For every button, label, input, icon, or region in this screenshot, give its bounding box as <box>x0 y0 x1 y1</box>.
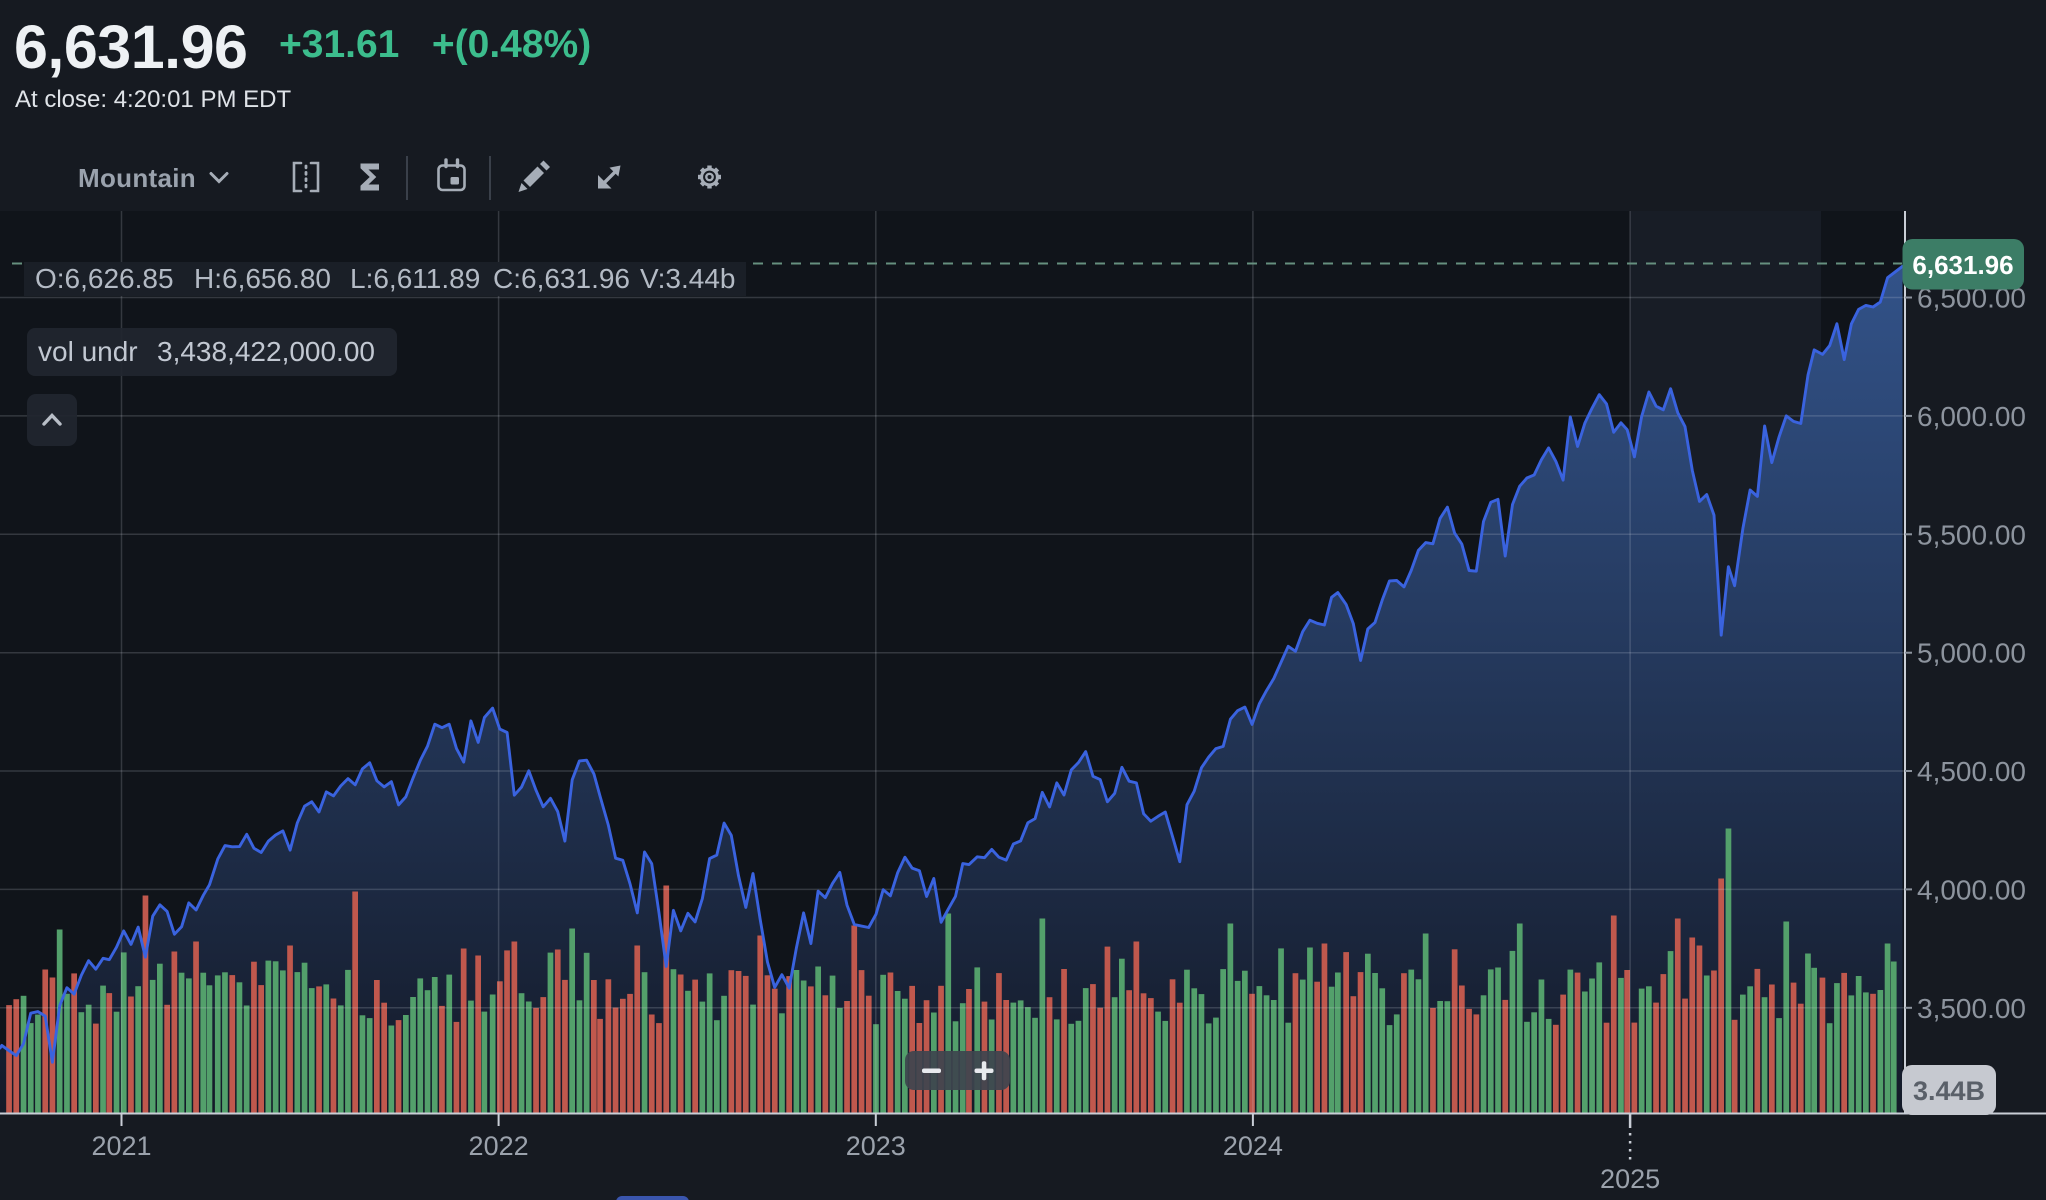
svg-text:3,438,422,000.00: 3,438,422,000.00 <box>157 336 375 367</box>
svg-text:+31.61 +(0.48%): +31.61 +(0.48%) <box>279 23 591 66</box>
svg-text:3.44B: 3.44B <box>1913 1076 1985 1106</box>
svg-text:4,500.00: 4,500.00 <box>1917 756 2026 787</box>
svg-text:3,500.00: 3,500.00 <box>1917 993 2026 1024</box>
svg-text:H:6,656.80: H:6,656.80 <box>194 263 331 294</box>
svg-text:At close: 4:20:01 PM EDT: At close: 4:20:01 PM EDT <box>15 86 291 113</box>
svg-text:vol undr: vol undr <box>38 336 138 367</box>
svg-text:2021: 2021 <box>91 1131 151 1161</box>
svg-text:V:3.44b: V:3.44b <box>640 263 735 294</box>
svg-text:2022: 2022 <box>469 1131 529 1161</box>
svg-text:2025: 2025 <box>1600 1164 1660 1194</box>
svg-text:6,000.00: 6,000.00 <box>1917 401 2026 432</box>
svg-text:Mountain: Mountain <box>78 163 196 193</box>
svg-text:6,631.96: 6,631.96 <box>1912 250 2013 280</box>
svg-text:4,000.00: 4,000.00 <box>1917 874 2026 905</box>
svg-text:O:6,626.85: O:6,626.85 <box>35 263 174 294</box>
svg-text:5,500.00: 5,500.00 <box>1917 519 2026 550</box>
svg-text:2024: 2024 <box>1223 1131 1283 1161</box>
svg-text:L:6,611.89: L:6,611.89 <box>350 263 480 294</box>
svg-text:6,631.96: 6,631.96 <box>14 13 247 81</box>
svg-text:5,000.00: 5,000.00 <box>1917 638 2026 669</box>
svg-text:2023: 2023 <box>846 1131 906 1161</box>
svg-text:C:6,631.96: C:6,631.96 <box>493 263 630 294</box>
